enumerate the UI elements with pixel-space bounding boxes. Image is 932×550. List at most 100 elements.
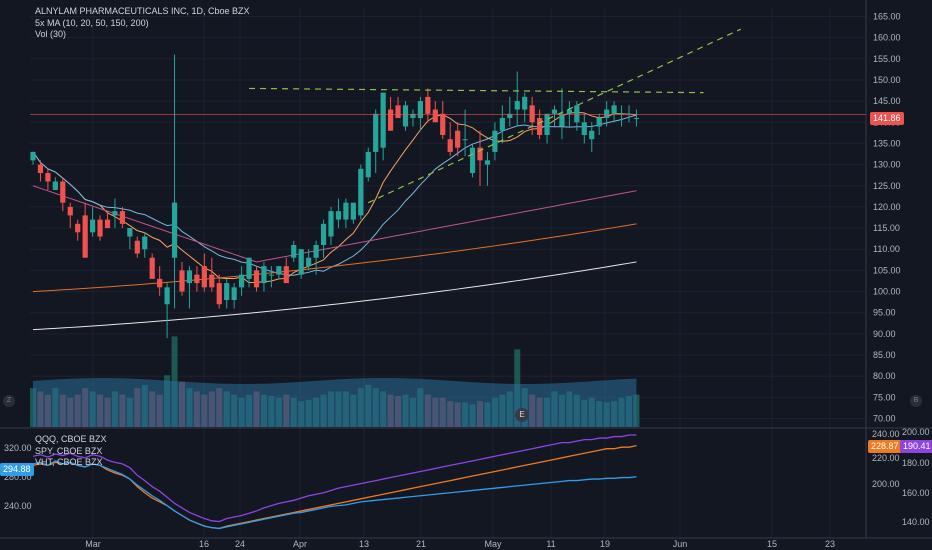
support-trendline — [367, 28, 742, 204]
candle-body — [261, 266, 267, 284]
ma-150-line — [32, 223, 637, 293]
candle-body — [365, 151, 371, 178]
candle-body — [82, 215, 88, 258]
time-tick-label: May — [484, 539, 502, 549]
candle-body — [477, 147, 483, 161]
compare-lines — [32, 434, 637, 530]
vht-legend[interactable]: VHT, CBOE BZX — [35, 457, 103, 467]
compare-right-tick: 200.00 — [872, 479, 900, 489]
spy-legend[interactable]: SPY, CBOE BZX — [35, 445, 103, 456]
price-tick-label: 110.00 — [873, 244, 900, 254]
candles — [30, 54, 640, 339]
candle-body — [231, 287, 237, 301]
candle-body — [142, 236, 148, 250]
compare-left-axis: 240.00 280.00 320.00 — [4, 443, 32, 511]
candle-body — [522, 96, 528, 110]
candle-body — [75, 223, 81, 233]
ma-10-line — [32, 111, 637, 284]
candle-body — [499, 118, 505, 131]
candle-body — [90, 219, 96, 233]
time-tick-label: Jun — [673, 539, 688, 549]
price-tick-label: 115.00 — [873, 223, 900, 233]
ma-50-line — [32, 185, 637, 263]
price-tick-label: 125.00 — [873, 181, 901, 191]
price-tick-label: 150.00 — [873, 75, 901, 85]
candle-body — [306, 257, 312, 267]
candle-body — [268, 274, 274, 276]
qqq-legend[interactable]: QQQ, CBOE BZX — [35, 434, 107, 444]
compare-right2-tick: 200.00 — [902, 427, 930, 437]
candle-body — [633, 118, 640, 120]
candle-body — [186, 270, 193, 284]
moving-averages — [32, 111, 637, 331]
b-button[interactable]: B — [910, 395, 922, 407]
candle-body — [276, 266, 282, 275]
candle-body — [574, 105, 580, 123]
ma-legend[interactable]: 5x MA (10, 20, 50, 150, 200) — [35, 17, 149, 28]
price-tick-label: 130.00 — [873, 160, 901, 170]
last-price-tag: 141.86 — [870, 112, 904, 125]
time-axis: Mar 16 24 Apr 13 21 May 11 19 Jun 15 23 — [85, 539, 835, 549]
candle-body — [30, 151, 36, 161]
candle-body — [291, 245, 297, 258]
price-tick-label: 100.00 — [873, 287, 901, 297]
qqq-right-price-tag: 190.41 — [900, 440, 932, 453]
candle-body — [350, 202, 356, 220]
earnings-badge[interactable]: E — [515, 408, 529, 422]
candle-body — [52, 181, 58, 190]
price-tick-label: 75.00 — [873, 392, 896, 402]
candle-body — [529, 105, 535, 123]
candle-body — [462, 139, 468, 141]
candle-body — [119, 211, 125, 224]
candle-body — [224, 283, 230, 301]
main-legend: ALNYLAM PHARMACEUTICALS INC, 1D, Cboe BZ… — [35, 6, 250, 41]
candle-body — [388, 109, 394, 131]
time-tick-label: 13 — [359, 539, 369, 549]
time-tick-label: 19 — [600, 539, 610, 549]
candle-body — [484, 160, 491, 165]
compare-left-tick: 240.00 — [4, 501, 32, 511]
price-tick-label: 145.00 — [873, 96, 901, 106]
candle-body — [514, 101, 520, 110]
candle-body — [544, 113, 550, 135]
candle-body — [328, 211, 334, 237]
compare-right-tick: 240.00 — [872, 429, 900, 439]
candle-body — [253, 270, 260, 288]
zoom-button[interactable]: Z — [3, 395, 15, 407]
compare-right2-tick: 180.00 — [902, 458, 930, 468]
volume-legend[interactable]: Vol (30) — [35, 29, 67, 39]
candle-body — [179, 270, 185, 292]
candle-body — [402, 105, 409, 127]
candle-body — [127, 228, 133, 237]
price-tick-label: 105.00 — [873, 265, 901, 275]
candle-body — [335, 211, 342, 220]
candle-body — [343, 202, 349, 220]
compare-left-tick: 280.00 — [4, 472, 32, 482]
compare-line-vht — [32, 460, 637, 530]
candle-body — [104, 219, 111, 229]
price-tick-label: 160.00 — [873, 33, 901, 43]
time-tick-label: 23 — [825, 539, 835, 549]
price-tick-label: 70.00 — [873, 414, 896, 424]
candle-body — [97, 219, 103, 237]
price-tick-label: 120.00 — [873, 202, 901, 212]
candle-body — [492, 130, 498, 152]
compare-right2-tick: 140.00 — [902, 517, 930, 527]
candle-body — [320, 223, 327, 246]
candle-body — [216, 283, 222, 305]
compare-right2-tick: 160.00 — [902, 488, 930, 498]
symbol-title[interactable]: ALNYLAM PHARMACEUTICALS INC, 1D, Cboe BZ… — [35, 6, 250, 16]
candle-body — [283, 266, 289, 284]
candle-body — [559, 113, 565, 127]
candle-body — [537, 118, 543, 135]
candle-body — [67, 206, 73, 216]
candle-body — [239, 274, 245, 288]
candle-body — [425, 96, 431, 114]
time-tick-label: 11 — [546, 539, 555, 549]
candle-body — [604, 109, 610, 119]
candle-body — [455, 130, 461, 148]
candle-body — [395, 105, 401, 119]
candle-body — [507, 113, 513, 119]
